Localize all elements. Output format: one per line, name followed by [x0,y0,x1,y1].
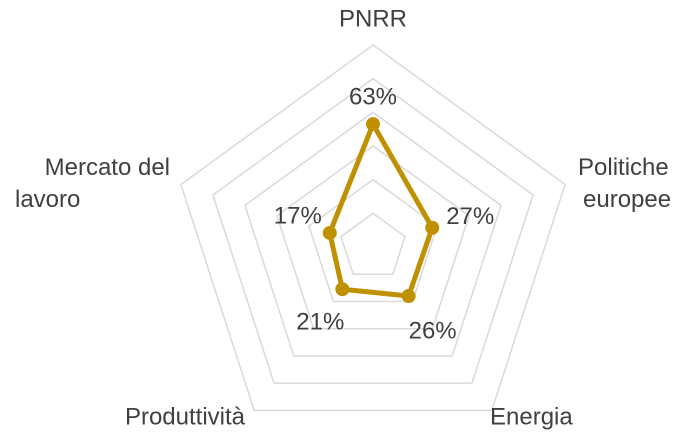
value-label: 27% [446,203,494,230]
grid-ring [276,145,470,330]
category-label: PNRR [339,5,407,32]
value-label: 21% [296,309,344,336]
grid-ring [244,111,502,357]
series-line [327,121,435,299]
data-point [335,282,350,297]
value-label: 17% [274,202,322,229]
data-point [425,220,440,235]
data-point [322,225,337,240]
category-label: Mercato del lavoro [15,154,170,213]
grid-ring [180,44,566,412]
grid-ring [340,212,406,275]
value-label: 63% [349,83,397,110]
category-label: Produttività [125,403,246,430]
category-label: Energia [490,403,573,430]
grid-ring [212,77,534,384]
data-point [366,117,380,132]
value-label: 26% [409,317,457,344]
data-point [401,289,416,304]
category-label: Politiche europee [578,154,671,213]
